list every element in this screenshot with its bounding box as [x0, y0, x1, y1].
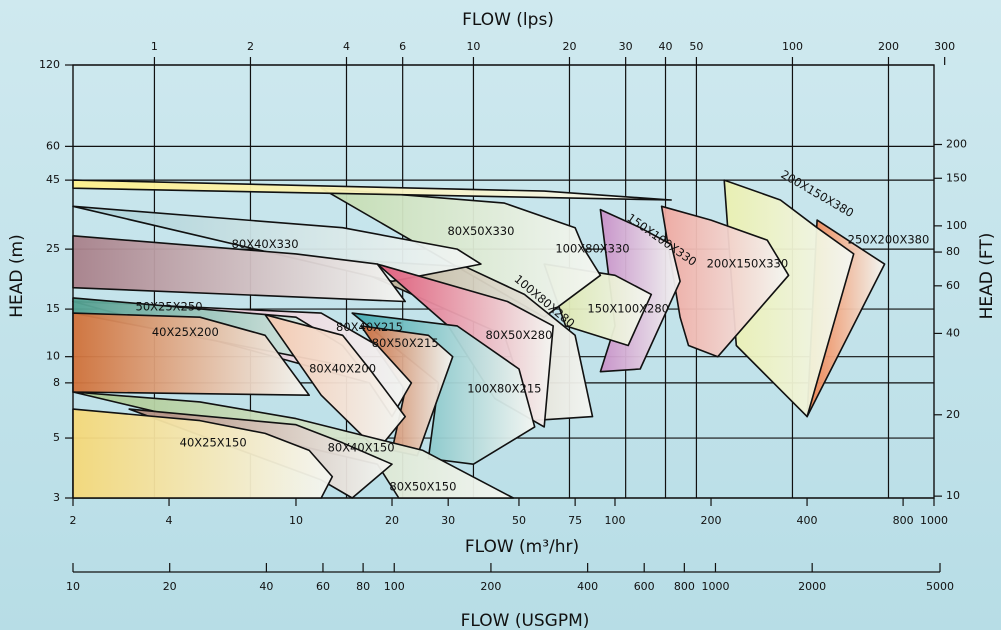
usgpm-tick-label-60: 60 — [316, 580, 330, 593]
m-tick-label-25: 25 — [46, 242, 60, 255]
m3hr-tick-label-1000: 1000 — [920, 514, 948, 527]
ft-tick-label-150: 150 — [946, 171, 967, 184]
curve-label-50x25x250: 50X25X250 — [136, 299, 203, 313]
m3hr-tick-label-2: 2 — [70, 514, 77, 527]
curve-label-80x50x330: 80X50X330 — [447, 224, 514, 238]
curve-label-80x40x330: 80X40X330 — [232, 237, 299, 251]
lps-tick-label-30: 30 — [619, 40, 633, 53]
curve-label-80x40x150: 80X40X150 — [328, 440, 395, 454]
m3hr-tick-label-20: 20 — [385, 514, 399, 527]
m3hr-tick-label-50: 50 — [512, 514, 526, 527]
m-tick-label-120: 120 — [39, 58, 60, 71]
m-tick-label-3: 3 — [53, 491, 60, 504]
m3hr-tick-label-400: 400 — [797, 514, 818, 527]
curve-40x25x200 — [72, 312, 310, 396]
m-tick-label-5: 5 — [53, 431, 60, 444]
m3hr-tick-label-10: 10 — [289, 514, 303, 527]
usgpm-tick-label-80: 80 — [356, 580, 370, 593]
lps-tick-label-4: 4 — [343, 40, 350, 53]
m3hr-tick-label-100: 100 — [604, 514, 625, 527]
curve-40x25x150 — [72, 408, 334, 499]
lps-tick-label-100: 100 — [782, 40, 803, 53]
ft-tick-label-10: 10 — [946, 489, 960, 502]
lps-tick-label-10: 10 — [466, 40, 480, 53]
ft-tick-label-80: 80 — [946, 245, 960, 258]
usgpm-tick-label-5000: 5000 — [926, 580, 954, 593]
usgpm-tick-label-100: 100 — [384, 580, 405, 593]
usgpm-tick-label-800: 800 — [674, 580, 695, 593]
lps-tick-label-2: 2 — [247, 40, 254, 53]
usgpm-tick-label-40: 40 — [259, 580, 273, 593]
usgpm-tick-label-600: 600 — [634, 580, 655, 593]
bottom-axis-title: FLOW (m³/hr) — [465, 537, 579, 557]
m3hr-tick-label-30: 30 — [441, 514, 455, 527]
m-tick-label-45: 45 — [46, 173, 60, 186]
ft-tick-label-20: 20 — [946, 408, 960, 421]
lps-tick-label-50: 50 — [689, 40, 703, 53]
curve-80x40x200 — [264, 313, 406, 452]
m-tick-label-10: 10 — [46, 350, 60, 363]
curve-label-250x200x380: 250X200X380 — [848, 233, 930, 247]
m3hr-tick-label-75: 75 — [568, 514, 582, 527]
top-axis-title: FLOW (lps) — [462, 10, 554, 30]
curve-200x150x330 — [660, 205, 790, 358]
curve-label-200x150x330: 200X150X330 — [707, 257, 789, 271]
lps-tick-label-6: 6 — [399, 40, 406, 53]
axis-layer: 1 2 4 6 10 20 30 40 50 100 200 300 2 4 10 20 30 50 75 100 20… — [39, 40, 967, 593]
usgpm-tick-label-200: 200 — [480, 580, 501, 593]
ft-tick-label-40: 40 — [946, 326, 960, 339]
m-tick-label-15: 15 — [46, 302, 60, 315]
curve-label-80x40x215: 80X40X215 — [336, 320, 403, 334]
curve-label-80x50x280: 80X50X280 — [485, 328, 552, 342]
usgpm-tick-label-1000: 1000 — [701, 580, 729, 593]
usgpm-tick-label-2000: 2000 — [798, 580, 826, 593]
curve-label-80x50x150: 80X50X150 — [389, 479, 456, 493]
m3hr-tick-label-4: 4 — [166, 514, 173, 527]
lps-tick-label-300: 300 — [934, 40, 955, 53]
lps-tick-label-40: 40 — [659, 40, 673, 53]
m3hr-tick-label-800: 800 — [893, 514, 914, 527]
curve-label-100x80x330: 100X80X330 — [555, 242, 629, 256]
curve-label-100x80x215: 100X80X215 — [467, 381, 541, 395]
right-axis-title: HEAD (FT) — [977, 233, 997, 320]
curve-label-150x100x280: 150X100X280 — [587, 302, 669, 316]
usgpm-tick-label-400: 400 — [577, 580, 598, 593]
lps-tick-label-200: 200 — [878, 40, 899, 53]
ft-tick-label-200: 200 — [946, 137, 967, 150]
left-axis-title: HEAD (m) — [7, 234, 27, 317]
curve-label-40x25x150: 40X25X150 — [180, 435, 247, 449]
curve-band-19 — [72, 179, 672, 201]
curve-label-40x25x200: 40X25X200 — [152, 325, 219, 339]
curve-label-80x40x200: 80X40X200 — [309, 362, 376, 376]
m3hr-tick-label-200: 200 — [701, 514, 722, 527]
ft-tick-label-100: 100 — [946, 219, 967, 232]
usgpm-axis-title: FLOW (USGPM) — [461, 611, 590, 630]
lps-tick-label-1: 1 — [151, 40, 158, 53]
usgpm-tick-label-20: 20 — [163, 580, 177, 593]
curve-label-80x50x215: 80X50X215 — [372, 336, 439, 350]
curve-layer — [72, 179, 886, 499]
m-tick-label-60: 60 — [46, 139, 60, 152]
m-tick-label-8: 8 — [53, 376, 60, 389]
usgpm-tick-label-10: 10 — [66, 580, 80, 593]
curve-80x40x330 — [72, 235, 406, 303]
lps-tick-label-20: 20 — [562, 40, 576, 53]
ft-tick-label-60: 60 — [946, 279, 960, 292]
